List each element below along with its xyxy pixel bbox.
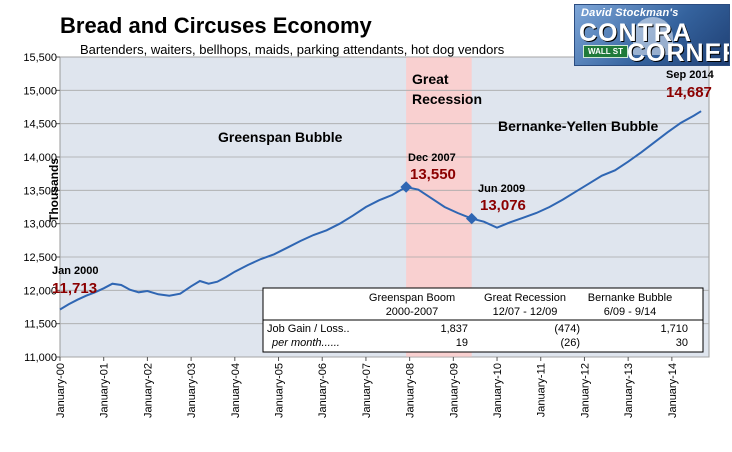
series-line [59,110,702,311]
x-tick-label: January-03 [186,363,198,418]
data-markers [400,181,478,225]
annotation-greenspan-bubble: Greenspan Bubble [218,129,343,145]
table-row-2-value-1: 19 [456,337,468,349]
table-col-3-line2: 6/09 - 9/14 [604,306,657,318]
chart-title: Bread and Circuses Economy [60,13,373,38]
y-tick-label: 15,000 [23,85,57,97]
x-axis-ticks: January-00 January-01 January-02 January-03… [55,357,679,418]
table-col-2-line1: Great Recession [484,292,566,304]
callout-date-jun-2009: Jun 2009 [478,183,525,195]
x-tick-label: January-02 [142,363,154,418]
x-tick-label: January-06 [317,363,329,418]
y-tick-label: 15,500 [23,52,57,64]
logo-word-corner: CORNER [627,39,730,66]
x-tick-label: January-05 [274,363,286,418]
x-tick-label: January-11 [536,363,548,417]
table-row-2-value-2: (26) [560,337,580,349]
table-row-1-value-2: (474) [554,323,580,335]
chart-subtitle: Bartenders, waiters, bellhops, maids, pa… [80,42,505,57]
summary-table: Greenspan Boom 2000-2007 Great Recession… [262,287,704,353]
table-col-1-line2: 2000-2007 [386,306,439,318]
y-tick-label: 12,500 [23,252,57,264]
y-tick-label: 14,500 [23,119,57,131]
callout-marker [465,212,478,225]
y-tick-label: 12,000 [23,285,57,297]
callout-value-sep-2014: 14,687 [666,84,712,101]
table-row-2-value-3: 30 [676,337,688,349]
callout-value-jun-2009: 13,076 [480,197,526,214]
callout-value-jan-2000: 11,713 [52,280,97,297]
x-tick-label: January-08 [405,363,417,418]
y-tick-label: 11,000 [24,352,57,364]
y-axis-ticks: 11,000 11,500 12,000 12,500 13,000 13,500 14,0… [23,52,60,364]
logo-byline: David Stockman's [581,7,679,19]
recession-label-line1: Great [412,71,449,87]
y-tick-label: 11,500 [24,319,57,331]
contra-corner-logo: David Stockman's CONTRA CORNER WALL ST [574,4,730,66]
x-tick-label: January-07 [361,363,373,418]
table-row-2-label: per month...... [271,337,340,349]
x-tick-label: January-01 [99,363,111,418]
table-row-1-value-3: 1,710 [660,323,688,335]
x-tick-label: January-04 [230,363,242,418]
table-col-2-line2: 12/07 - 12/09 [493,306,558,318]
table-row-1-value-1: 1,837 [440,323,468,335]
y-tick-label: 13,500 [23,185,57,197]
callout-marker [400,181,412,193]
y-tick-label: 14,000 [23,152,57,164]
x-tick-label: January-00 [55,363,67,418]
callout-date-jan-2000: Jan 2000 [52,265,98,277]
recession-label-line2: Recession [412,91,482,107]
logo-word-contra: CONTRA [579,19,692,47]
x-tick-label: January-09 [448,363,460,418]
x-tick-label: January-12 [579,363,591,418]
wall-street-sign-icon: WALL ST [583,45,628,58]
annotation-bernanke-yellen-bubble: Bernanke-Yellen Bubble [498,118,658,134]
table-row-1-label: Job Gain / Loss.. [267,323,350,335]
callout-value-dec-2007: 13,550 [410,166,456,183]
callout-date-sep-2014: Sep 2014 [666,69,715,81]
callout-date-dec-2007: Dec 2007 [408,152,456,164]
x-tick-label: January-14 [667,363,679,418]
y-tick-label: 13,000 [23,219,57,231]
x-tick-label: January-10 [492,363,504,418]
x-tick-label: January-13 [623,363,635,418]
capitol-dome-icon [633,17,673,55]
table-col-1-line1: Greenspan Boom [369,292,455,304]
y-axis-label: Thousands [47,158,61,222]
table-col-3-line1: Bernanke Bubble [588,292,672,304]
